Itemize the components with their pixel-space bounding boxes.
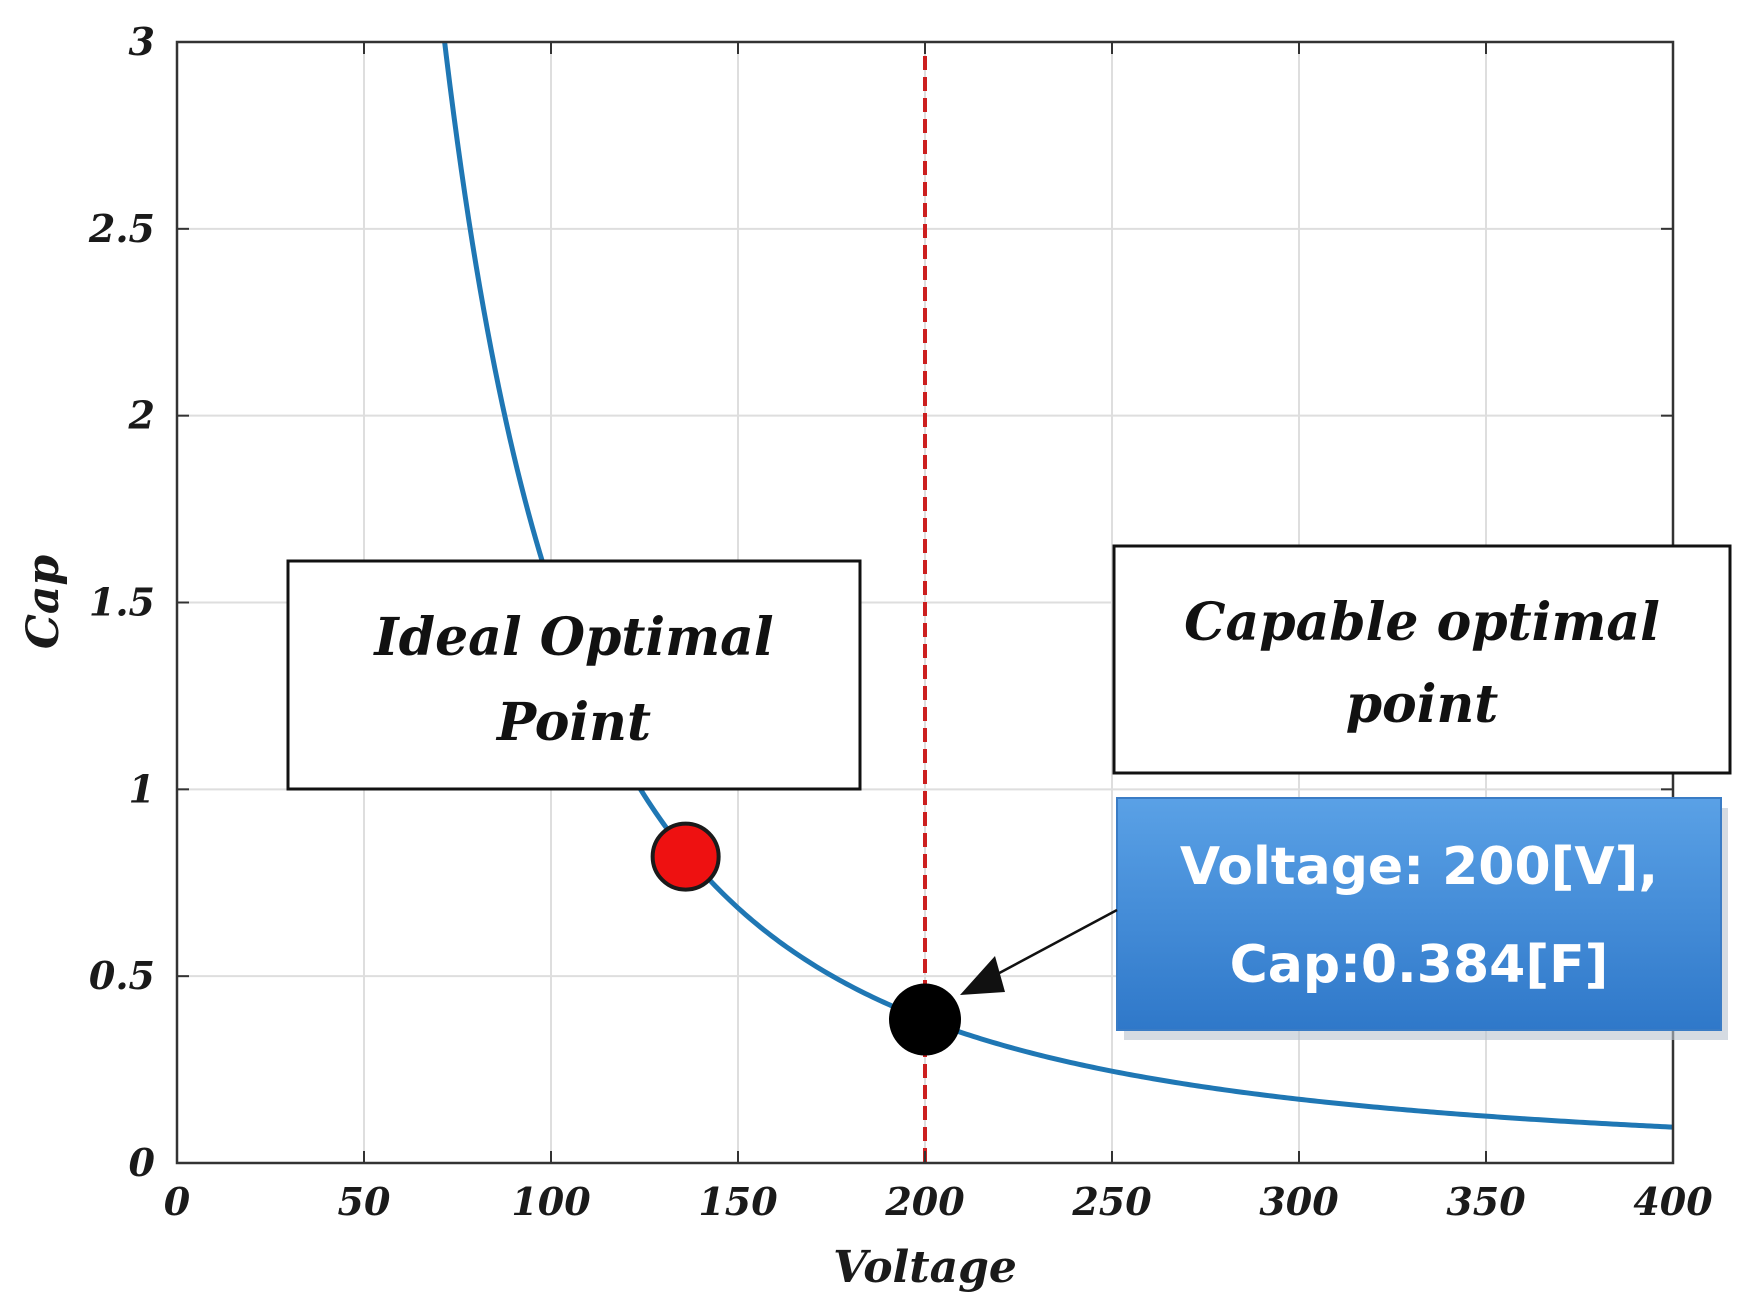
x-tick-label: 200 (884, 1179, 965, 1224)
axis-ticks: 0 50 100 150 200 250 300 350 400 0 0.5 1 1.5 2 2.5 3 (88, 19, 1713, 1224)
callout-voltage-label: Voltage: 200[V], (1180, 837, 1658, 897)
y-tick-label: 0 (129, 1140, 156, 1185)
x-tick-label: 50 (338, 1179, 391, 1224)
x-tick-label: 350 (1446, 1179, 1526, 1224)
capable-point-label-line2: point (1346, 674, 1499, 735)
ideal-point-label-line2: Point (495, 692, 651, 753)
capable-point-box (1112, 544, 1732, 775)
ideal-point-box (286, 559, 862, 791)
y-tick-label: 3 (129, 19, 155, 64)
x-tick-label: 150 (698, 1179, 778, 1224)
y-tick-label: 1.5 (89, 580, 155, 625)
ideal-point-label-line1: Ideal Optimal (372, 607, 773, 668)
y-tick-label: 2.5 (88, 206, 155, 251)
ideal-optimal-point-marker (650, 821, 721, 892)
x-tick-label: 300 (1259, 1179, 1339, 1224)
x-tick-label: 400 (1633, 1179, 1713, 1224)
callout-arrow-head (960, 956, 1005, 995)
x-tick-label: 0 (164, 1179, 191, 1224)
callout-cap-label: Cap:0.384[F] (1230, 935, 1609, 995)
y-tick-label: 2 (128, 393, 155, 438)
callout-arrow-shaft (989, 908, 1118, 980)
y-axis-title: Cap (18, 555, 69, 650)
x-tick-label: 100 (511, 1179, 591, 1224)
y-tick-label: 0.5 (89, 953, 155, 998)
capable-optimal-point-marker (889, 983, 961, 1056)
capable-point-label-line1: Capable optimal (1184, 592, 1660, 653)
series-line-cap (442, 42, 1673, 1130)
callout-box (1116, 797, 1722, 1031)
x-axis-title: Voltage (833, 1242, 1017, 1293)
y-tick-label: 1 (129, 766, 155, 811)
x-tick-label: 250 (1071, 1179, 1152, 1224)
